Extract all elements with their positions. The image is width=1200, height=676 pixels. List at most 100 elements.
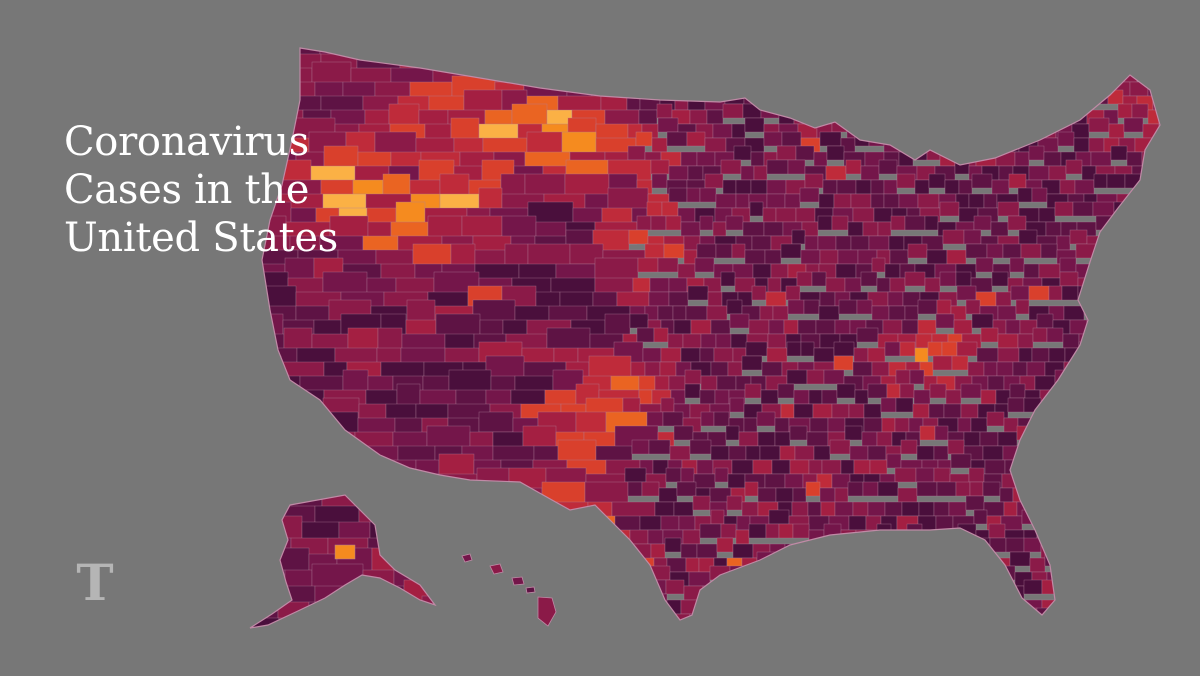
county-cell bbox=[1126, 151, 1143, 167]
county-cell bbox=[1023, 537, 1042, 553]
county-cell bbox=[853, 551, 870, 567]
county-cell bbox=[932, 585, 948, 601]
county-cell bbox=[474, 593, 512, 617]
county-cell bbox=[638, 53, 661, 69]
county-cell bbox=[1113, 529, 1135, 545]
county-cell bbox=[972, 123, 987, 139]
county-cell bbox=[1055, 403, 1071, 419]
county-cell bbox=[862, 221, 879, 237]
county-cell bbox=[1045, 221, 1062, 237]
county-cell bbox=[1078, 579, 1095, 595]
county-cell bbox=[835, 263, 857, 279]
county-cell bbox=[757, 95, 778, 111]
county-cell bbox=[461, 215, 503, 237]
county-cell bbox=[1147, 543, 1160, 559]
county-cell bbox=[775, 207, 797, 223]
county-cell bbox=[547, 53, 582, 79]
county-cell bbox=[956, 285, 977, 301]
county-cell bbox=[1093, 361, 1109, 377]
county-cell bbox=[1005, 319, 1021, 335]
county-cell bbox=[357, 617, 392, 628]
county-cell bbox=[724, 89, 745, 105]
county-cell bbox=[960, 403, 979, 419]
county-cell bbox=[485, 481, 516, 511]
county-cell bbox=[1026, 361, 1046, 377]
county-cell bbox=[412, 243, 452, 268]
county-cell bbox=[924, 277, 941, 293]
county-cell bbox=[1011, 109, 1031, 125]
county-cell bbox=[846, 48, 862, 55]
county-cell bbox=[1149, 487, 1160, 503]
county-cell bbox=[652, 48, 672, 55]
county-cell bbox=[1104, 557, 1120, 573]
county-cell bbox=[752, 263, 772, 279]
county-cell bbox=[766, 179, 787, 195]
county-cell bbox=[1050, 523, 1067, 539]
county-cell bbox=[629, 529, 649, 545]
county-cell bbox=[884, 263, 901, 279]
county-cell bbox=[744, 383, 762, 399]
county-cell bbox=[1131, 501, 1153, 517]
county-cell bbox=[1147, 207, 1160, 223]
county-cell bbox=[740, 165, 755, 181]
county-cell bbox=[808, 459, 823, 475]
county-cell bbox=[899, 341, 916, 357]
county-cell bbox=[1154, 229, 1160, 245]
county-cell bbox=[1046, 327, 1064, 343]
county-cell bbox=[648, 291, 670, 307]
county-cell bbox=[852, 53, 873, 69]
county-cell bbox=[706, 109, 724, 125]
county-cell bbox=[657, 117, 679, 133]
county-cell bbox=[675, 613, 691, 620]
county-cell bbox=[900, 551, 915, 567]
county-cell bbox=[391, 523, 419, 554]
county-cell bbox=[351, 585, 392, 608]
county-cell bbox=[1156, 179, 1160, 195]
county-cell bbox=[1151, 67, 1160, 83]
county-cell bbox=[775, 487, 794, 503]
county-cell bbox=[631, 585, 649, 601]
county-cell bbox=[727, 61, 745, 77]
county-cell bbox=[674, 53, 689, 69]
county-cell bbox=[793, 389, 810, 405]
county-cell bbox=[422, 571, 463, 601]
county-cell bbox=[761, 61, 783, 77]
county-cell bbox=[1012, 95, 1034, 111]
county-cell bbox=[1151, 501, 1160, 517]
county-cell bbox=[778, 48, 799, 55]
county-cell bbox=[771, 459, 791, 475]
county-cell bbox=[627, 481, 643, 497]
county-cell bbox=[902, 131, 922, 147]
county-cell bbox=[1083, 397, 1106, 413]
county-cell bbox=[1051, 445, 1070, 461]
nyt-logo-glyph: T bbox=[76, 553, 114, 612]
county-cell bbox=[766, 193, 786, 209]
county-cell bbox=[971, 173, 993, 189]
county-cell bbox=[483, 515, 525, 549]
county-cell bbox=[694, 81, 716, 97]
county-cell bbox=[846, 123, 866, 139]
county-cell bbox=[1056, 235, 1071, 251]
county-cell bbox=[1141, 151, 1160, 167]
county-cell bbox=[1129, 319, 1147, 335]
county-cell bbox=[935, 515, 954, 531]
county-cell bbox=[794, 67, 817, 83]
county-cell bbox=[628, 81, 650, 97]
county-cell bbox=[873, 207, 893, 223]
county-cell bbox=[1084, 551, 1106, 567]
county-cell bbox=[452, 557, 491, 582]
county-cell bbox=[997, 431, 1018, 447]
county-cell bbox=[747, 571, 763, 587]
title-line-2: Cases in the bbox=[64, 167, 310, 213]
county-cell bbox=[639, 48, 654, 55]
county-cell bbox=[863, 403, 882, 419]
county-cell bbox=[934, 425, 949, 441]
county-cell bbox=[314, 613, 342, 620]
county-cell bbox=[973, 537, 991, 553]
county-cell bbox=[707, 67, 729, 83]
county-cell bbox=[928, 403, 945, 419]
county-cell bbox=[850, 235, 870, 251]
county-cell bbox=[662, 411, 684, 427]
county-cell bbox=[1147, 48, 1160, 63]
county-cell bbox=[1007, 397, 1025, 413]
